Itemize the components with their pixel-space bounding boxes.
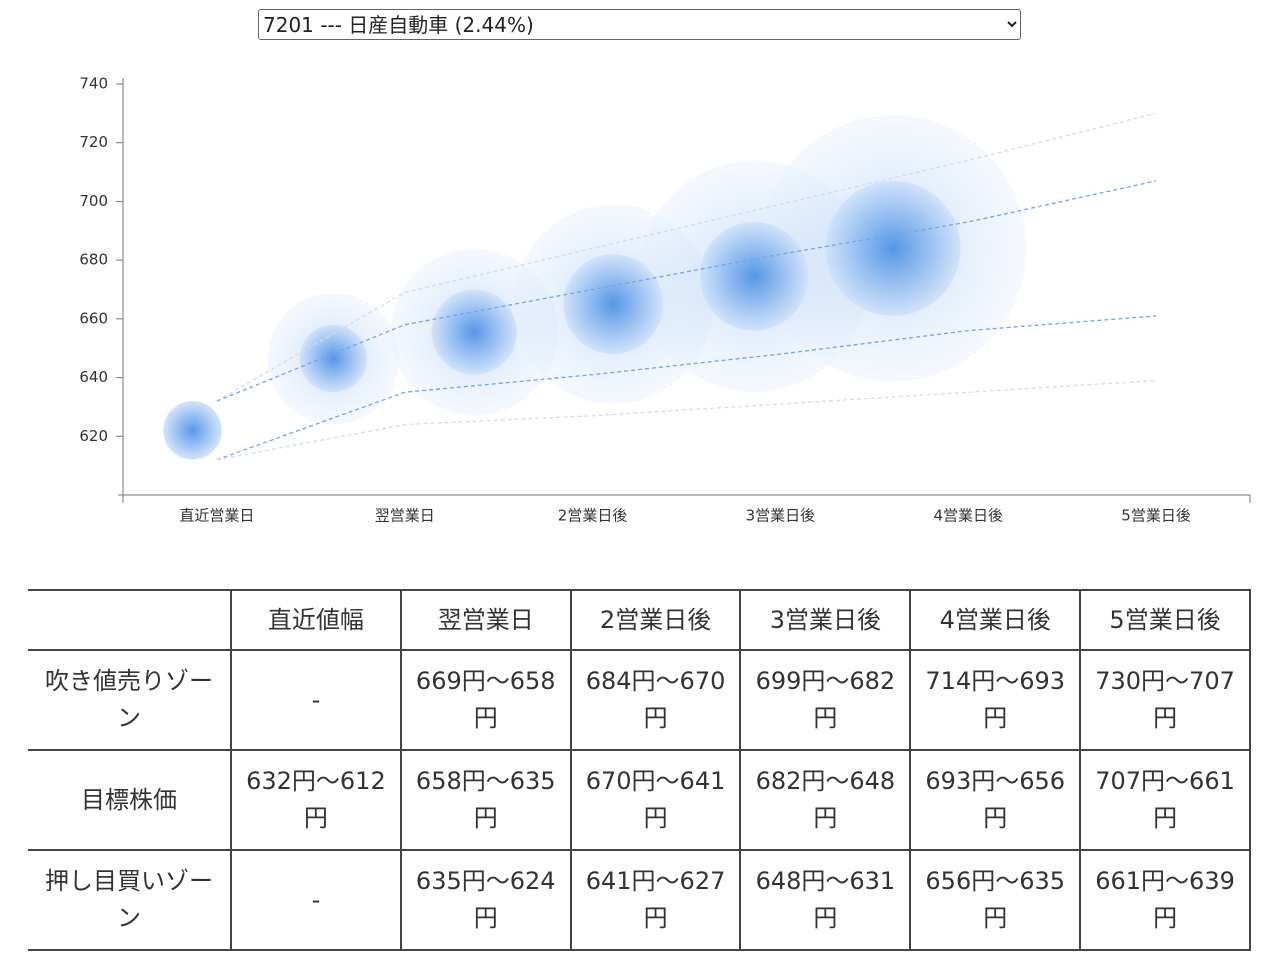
table-row: 吹き値売りゾーン -669円〜658円 684円〜670円 699円〜682円 714円…	[28, 649, 1251, 751]
column-header: 翌営業日	[399, 589, 571, 651]
x-tick-label: 直近営業日	[179, 507, 254, 525]
row-label: 目標株価	[28, 749, 231, 851]
cell: 670円〜641円	[569, 749, 741, 851]
bubble	[163, 401, 222, 460]
y-tick-label: 640	[79, 368, 108, 386]
range-line	[216, 180, 1157, 402]
cell: 661円〜639円	[1079, 849, 1251, 951]
cell: 699円〜682円	[739, 649, 911, 751]
y-tick-label: 740	[79, 75, 108, 93]
y-tick-label: 660	[79, 309, 108, 327]
range-line	[216, 379, 1157, 461]
cell: -	[230, 849, 401, 951]
y-tick-label: 680	[79, 251, 108, 269]
cell: 669円〜658円	[399, 649, 571, 751]
cell: 648円〜631円	[739, 849, 911, 951]
corner-cell	[28, 589, 231, 651]
bubble	[431, 289, 517, 375]
column-header: 5営業日後	[1079, 589, 1251, 651]
cell: 658円〜635円	[399, 749, 571, 851]
cell: 707円〜661円	[1079, 749, 1251, 851]
range-line	[216, 112, 1157, 402]
cell: 684円〜670円	[569, 649, 741, 751]
cell: 656円〜635円	[909, 849, 1081, 951]
bubble	[699, 221, 809, 331]
x-tick-label: 2営業日後	[558, 507, 628, 525]
cell: 641円〜627円	[569, 849, 741, 951]
column-header: 2営業日後	[569, 589, 741, 651]
cell: 730円〜707円	[1079, 649, 1251, 751]
cell: 714円〜693円	[909, 649, 1081, 751]
y-tick-label: 700	[79, 192, 108, 210]
y-tick-label: 720	[79, 133, 108, 151]
row-label: 押し目買いゾーン	[28, 849, 231, 951]
stock-select[interactable]: 7201 --- 日産自動車 (2.44%)	[258, 9, 1021, 40]
cell: -	[230, 649, 401, 751]
column-header: 3営業日後	[739, 589, 911, 651]
cell: 693円〜656円	[909, 749, 1081, 851]
column-header: 4営業日後	[909, 589, 1081, 651]
column-header: 直近値幅	[230, 589, 401, 651]
chart: 620 640 660 680 700 720 740 直近営業日 翌営業日 2営業日後 3営業日後…	[79, 75, 1251, 525]
cell: 682円〜648円	[739, 749, 911, 851]
cell: 632円〜612円	[230, 749, 401, 851]
table-row: 目標株価 632円〜612円 658円〜635円 670円〜641円 682円〜648円…	[28, 749, 1251, 851]
bubble	[825, 180, 961, 316]
row-label: 吹き値売りゾーン	[28, 649, 231, 751]
x-tick-label: 5営業日後	[1121, 507, 1191, 525]
y-tick-label: 620	[79, 427, 108, 445]
forecast-table: 直近値幅 翌営業日 2営業日後 3営業日後 4営業日後 5営業日後 吹き値売りゾーン -669…	[28, 589, 1251, 951]
x-tick-label: 翌営業日	[375, 507, 435, 525]
x-tick-label: 3営業日後	[746, 507, 816, 525]
bubble	[299, 324, 368, 393]
cell: 635円〜624円	[399, 849, 571, 951]
bubble	[563, 254, 664, 355]
x-tick-label: 4営業日後	[933, 507, 1003, 525]
table-row: 押し目買いゾーン -635円〜624円 641円〜627円 648円〜631円 656円…	[28, 849, 1251, 951]
